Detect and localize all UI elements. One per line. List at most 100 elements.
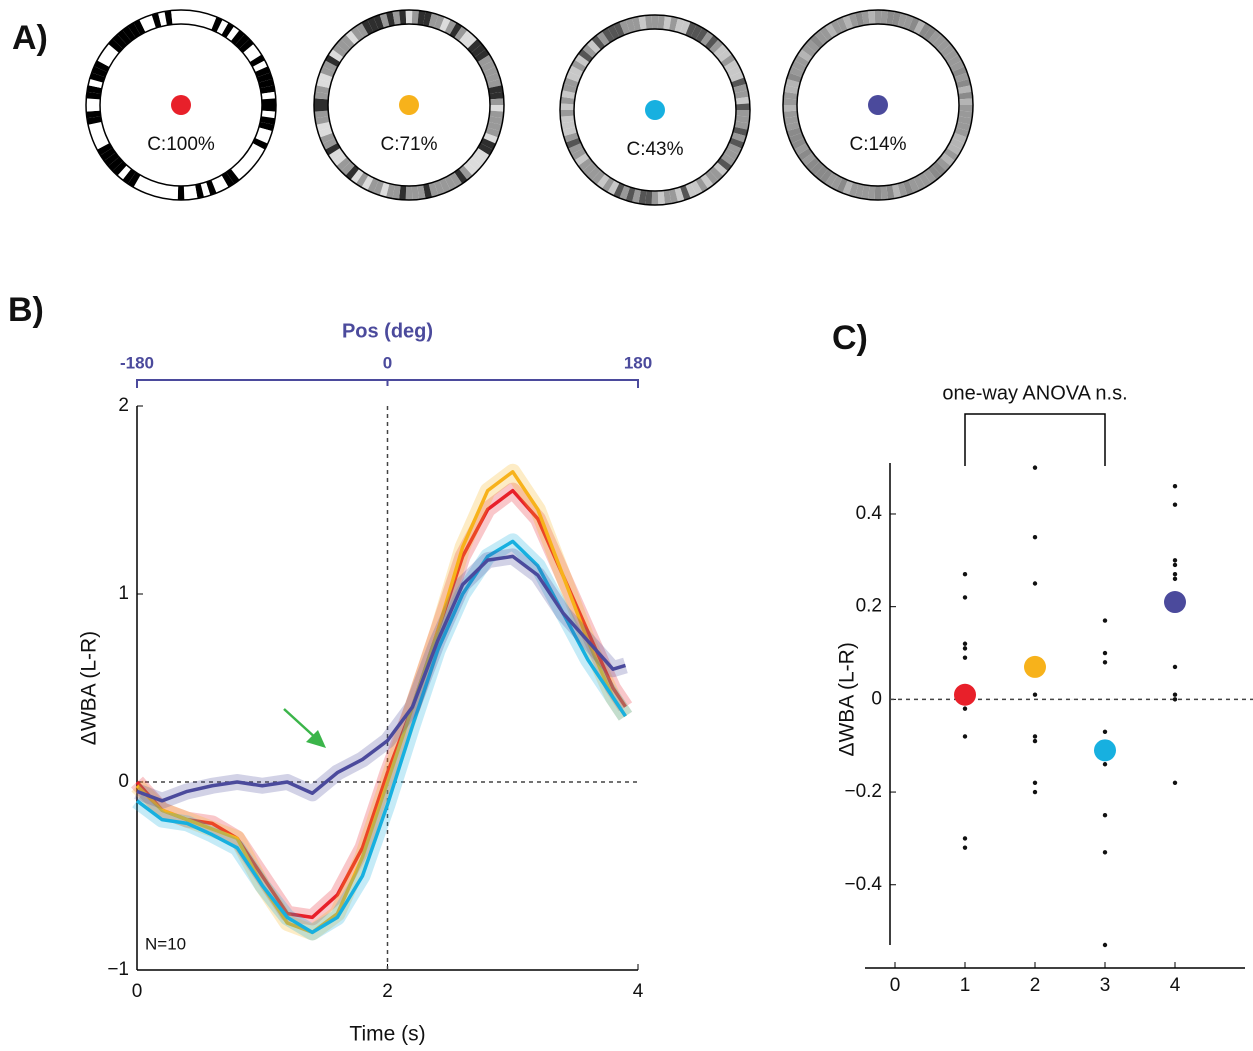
- ring-segment: [200, 182, 211, 198]
- ring-segment: [824, 172, 838, 188]
- line: [136, 554, 626, 803]
- ring-segment: [86, 110, 101, 119]
- ring-segment: [482, 66, 499, 78]
- ring-segment: [122, 168, 136, 184]
- ring-segment: [350, 26, 364, 42]
- ring-segment: [791, 137, 807, 150]
- ring-segment: [582, 162, 597, 176]
- ring-segment: [474, 49, 490, 63]
- ring-segment: [902, 180, 914, 196]
- ring-segment: [336, 39, 351, 53]
- ring-segment: [482, 132, 499, 144]
- ring-segment: [574, 152, 590, 166]
- point: [1172, 692, 1178, 697]
- point: [962, 734, 968, 739]
- ring-segment: [379, 182, 390, 198]
- ring-segment: [836, 177, 848, 194]
- ring-segment: [471, 43, 486, 58]
- ring-segment: [785, 121, 801, 132]
- point: [1032, 780, 1038, 785]
- point: [1032, 465, 1038, 470]
- point: [1172, 558, 1178, 563]
- stimulus-dot: [399, 95, 419, 115]
- ring-segment: [957, 116, 973, 125]
- ring-segment: [423, 11, 432, 27]
- ring-segment: [417, 184, 426, 200]
- x-tick-label: 1: [960, 975, 971, 996]
- ring-segment: [669, 16, 678, 32]
- ring-segment: [91, 132, 108, 144]
- ring-segment: [842, 180, 854, 196]
- ring-segment: [261, 91, 276, 100]
- ring-segment: [254, 66, 271, 78]
- ring-segment: [951, 132, 968, 144]
- ring-segment: [709, 166, 724, 181]
- x2-tick-label: -180: [120, 353, 154, 372]
- ring-segment: [89, 72, 105, 83]
- ring-segment: [235, 34, 250, 49]
- ring-segment: [88, 78, 104, 89]
- ring-segment: [892, 183, 901, 199]
- ring-segment: [97, 54, 113, 68]
- ring-segment: [145, 14, 157, 30]
- ring-segment: [731, 77, 747, 88]
- stimulus-dot: [171, 95, 191, 115]
- ring-segment: [139, 16, 151, 33]
- ring-segment: [164, 184, 173, 200]
- point: [1102, 729, 1108, 735]
- ring-segment: [932, 34, 947, 49]
- ring-segment: [902, 14, 914, 30]
- ring-segment: [723, 147, 739, 161]
- point: [1102, 850, 1108, 855]
- ring-segment: [663, 15, 672, 31]
- ring-segment: [591, 170, 606, 185]
- point: [1172, 576, 1178, 582]
- ring-segment: [386, 11, 395, 27]
- ring-segment: [361, 175, 374, 191]
- ring-segment: [489, 91, 504, 100]
- ring-segment: [674, 187, 685, 203]
- ring-segment: [485, 72, 501, 83]
- x-tick-label: 4: [1170, 975, 1181, 996]
- ring-segment: [340, 161, 355, 176]
- ring-segment: [345, 165, 360, 180]
- point: [1102, 813, 1108, 818]
- ring-segment: [221, 172, 235, 188]
- ring-segment: [158, 183, 167, 199]
- ring-segment: [632, 16, 641, 32]
- ring-segment: [314, 116, 330, 125]
- point: [962, 706, 968, 711]
- ring-segment: [735, 96, 750, 105]
- y-axis-label: ΔWBA (L-R): [78, 631, 101, 745]
- ring-segment: [485, 127, 501, 138]
- ring-segment: [428, 12, 439, 28]
- ring-segment: [158, 11, 167, 27]
- ring-segment: [235, 161, 250, 176]
- ring-segment: [819, 26, 833, 42]
- ring-segment: [97, 142, 113, 156]
- ring-segment: [216, 19, 229, 35]
- annotation: N=10: [145, 934, 186, 953]
- ring-segment: [444, 19, 457, 35]
- ring-segment: [954, 127, 970, 138]
- ring-segment: [560, 121, 576, 130]
- mean-dot: [1024, 655, 1046, 678]
- ring-segment: [607, 180, 620, 196]
- ring-segment: [855, 183, 864, 199]
- ring-segment: [830, 175, 843, 191]
- ring-segment: [632, 188, 641, 204]
- ring-segment: [892, 11, 901, 27]
- panel-label: B): [8, 291, 44, 329]
- ring-segment: [189, 184, 198, 200]
- ring-segment: [151, 182, 162, 198]
- point: [1172, 502, 1178, 507]
- ring-segment: [734, 121, 750, 130]
- y-tick-label: 0.2: [856, 596, 882, 617]
- ring-segment: [946, 54, 962, 68]
- ring-segment: [104, 43, 119, 58]
- ring-segment: [619, 185, 631, 201]
- ring-segment: [951, 66, 968, 78]
- ring-segment: [458, 165, 473, 180]
- stimulus-label: C:43%: [626, 139, 683, 160]
